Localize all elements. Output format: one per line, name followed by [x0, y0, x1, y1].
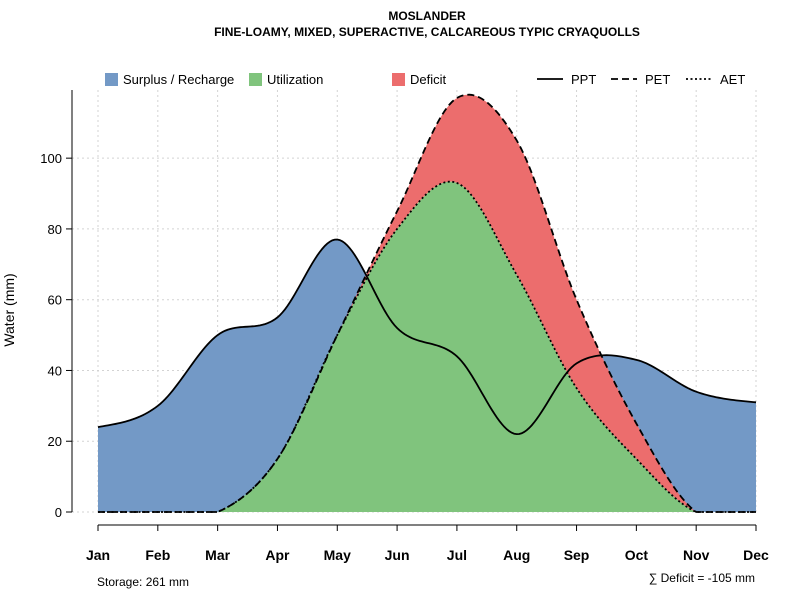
ppt-line [97, 238, 757, 436]
x-tick-label: Oct [625, 547, 649, 563]
chart-title: MOSLANDER [388, 9, 466, 23]
x-tick-label: Sep [564, 547, 590, 563]
line-layer [97, 93, 757, 513]
y-tick-label: 60 [48, 293, 62, 308]
x-tick-label: Apr [265, 547, 290, 563]
y-tick-label: 80 [48, 222, 62, 237]
chart-subtitle: FINE-LOAMY, MIXED, SUPERACTIVE, CALCAREO… [214, 25, 640, 39]
axes: 0 20 40 60 80 100 Jan Feb Mar Apr May Jun Jul Aug Sep O… [40, 90, 769, 563]
legend-label: Utilization [267, 72, 323, 87]
legend-swatch [249, 73, 262, 86]
legend-label: PPT [571, 72, 596, 87]
x-tick-label: May [324, 547, 351, 563]
y-tick-label: 0 [55, 505, 62, 520]
x-tick-label: Jan [86, 547, 110, 563]
y-tick-label: 20 [48, 434, 62, 449]
legend-label: PET [645, 72, 670, 87]
storage-text: Storage: 261 mm [97, 575, 189, 589]
x-tick-label: Jul [447, 547, 467, 563]
x-tick-label: Feb [145, 547, 170, 563]
x-tick-label: Aug [503, 547, 530, 563]
x-tick-label: Jun [385, 547, 410, 563]
aet-line [98, 180, 756, 513]
legend-label: Surplus / Recharge [123, 72, 234, 87]
y-axis-label: Water (mm) [1, 273, 17, 346]
legend: Surplus / Recharge Utilization Deficit PPT P… [105, 72, 745, 87]
x-tick-label: Nov [683, 547, 710, 563]
area-layer [98, 94, 756, 513]
pet-line [98, 93, 756, 513]
y-tick-label: 40 [48, 363, 62, 378]
deficit-area [98, 94, 756, 513]
x-tick-label: Mar [205, 547, 230, 563]
legend-swatch [392, 73, 405, 86]
utilization-area [98, 181, 756, 512]
x-tick-label: Dec [743, 547, 769, 563]
y-tick-label: 100 [40, 151, 62, 166]
legend-label: AET [720, 72, 745, 87]
legend-swatch [105, 73, 118, 86]
deficit-text: ∑ Deficit = -105 mm [649, 571, 755, 585]
legend-label: Deficit [410, 72, 447, 87]
